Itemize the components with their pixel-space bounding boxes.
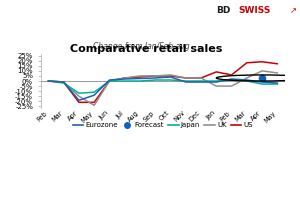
Text: SWISS: SWISS	[238, 6, 271, 15]
Text: Change from Jan/Feb avg: Change from Jan/Feb avg	[93, 42, 189, 51]
Text: BD: BD	[216, 6, 230, 15]
Text: ↗: ↗	[290, 6, 296, 15]
Legend: Eurozone, Forecast, Japan, UK, US: Eurozone, Forecast, Japan, UK, US	[70, 120, 256, 131]
Text: Comparative retail sales: Comparative retail sales	[70, 44, 222, 54]
